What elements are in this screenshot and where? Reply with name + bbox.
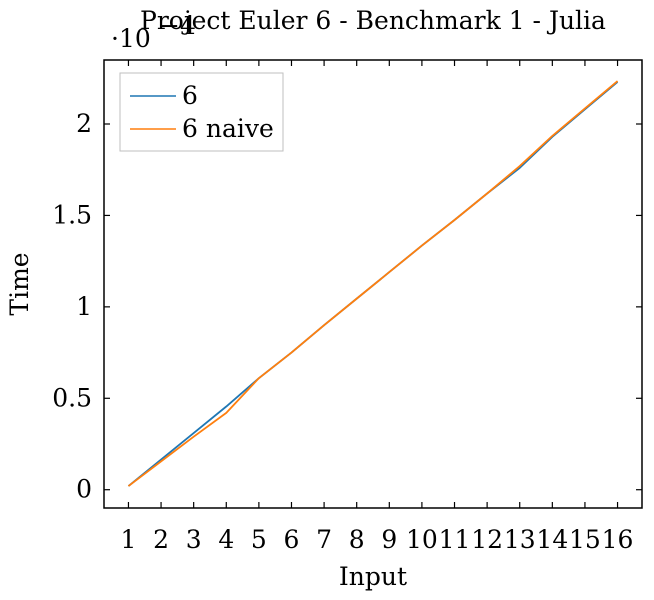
legend-label-6: 6 xyxy=(182,81,198,110)
x-tick-label: 7 xyxy=(316,525,332,554)
legend: 6 6 naive xyxy=(119,72,284,152)
x-tick-label: 8 xyxy=(349,525,365,554)
x-tick-label: 3 xyxy=(186,525,202,554)
x-axis-label: Input xyxy=(339,562,407,591)
x-tick-label: 9 xyxy=(381,525,397,554)
x-tick-label: 10 xyxy=(406,525,438,554)
plot-area-frame xyxy=(103,59,643,509)
y-axis-label: Time xyxy=(5,252,34,315)
y-tick-label: 2 xyxy=(76,109,92,138)
legend-box xyxy=(119,72,284,152)
y-tick-label: 1.5 xyxy=(52,200,92,229)
x-tick-label: 14 xyxy=(536,525,568,554)
y-tick-label: 0.5 xyxy=(52,383,92,412)
legend-label-6-naive: 6 naive xyxy=(182,114,274,143)
y-axis: 0 0.5 1 1.5 2 xyxy=(52,109,642,504)
x-tick-label: 2 xyxy=(153,525,169,554)
y-scale-base: ·10 xyxy=(111,24,151,53)
y-scale-indicator: ·10 −4 xyxy=(111,11,196,53)
x-tick-label: 12 xyxy=(471,525,503,554)
x-tick-label: 5 xyxy=(251,525,267,554)
series-line-6-naive xyxy=(127,80,619,487)
x-axis: 1 2 3 4 5 6 7 8 9 10 11 12 13 14 15 16 xyxy=(121,60,634,554)
chart-title: Project Euler 6 - Benchmark 1 - Julia xyxy=(140,6,606,35)
x-tick-label: 13 xyxy=(504,525,536,554)
y-tick-label: 1 xyxy=(76,292,92,321)
x-tick-label: 15 xyxy=(569,525,601,554)
y-tick-label: 0 xyxy=(76,475,92,504)
y-scale-exponent: −4 xyxy=(159,11,196,40)
series-layer xyxy=(127,80,619,487)
x-tick-label: 6 xyxy=(284,525,300,554)
x-tick-label: 4 xyxy=(218,525,234,554)
x-tick-label: 1 xyxy=(121,525,137,554)
x-tick-label: 11 xyxy=(439,525,471,554)
x-tick-label: 16 xyxy=(602,525,634,554)
